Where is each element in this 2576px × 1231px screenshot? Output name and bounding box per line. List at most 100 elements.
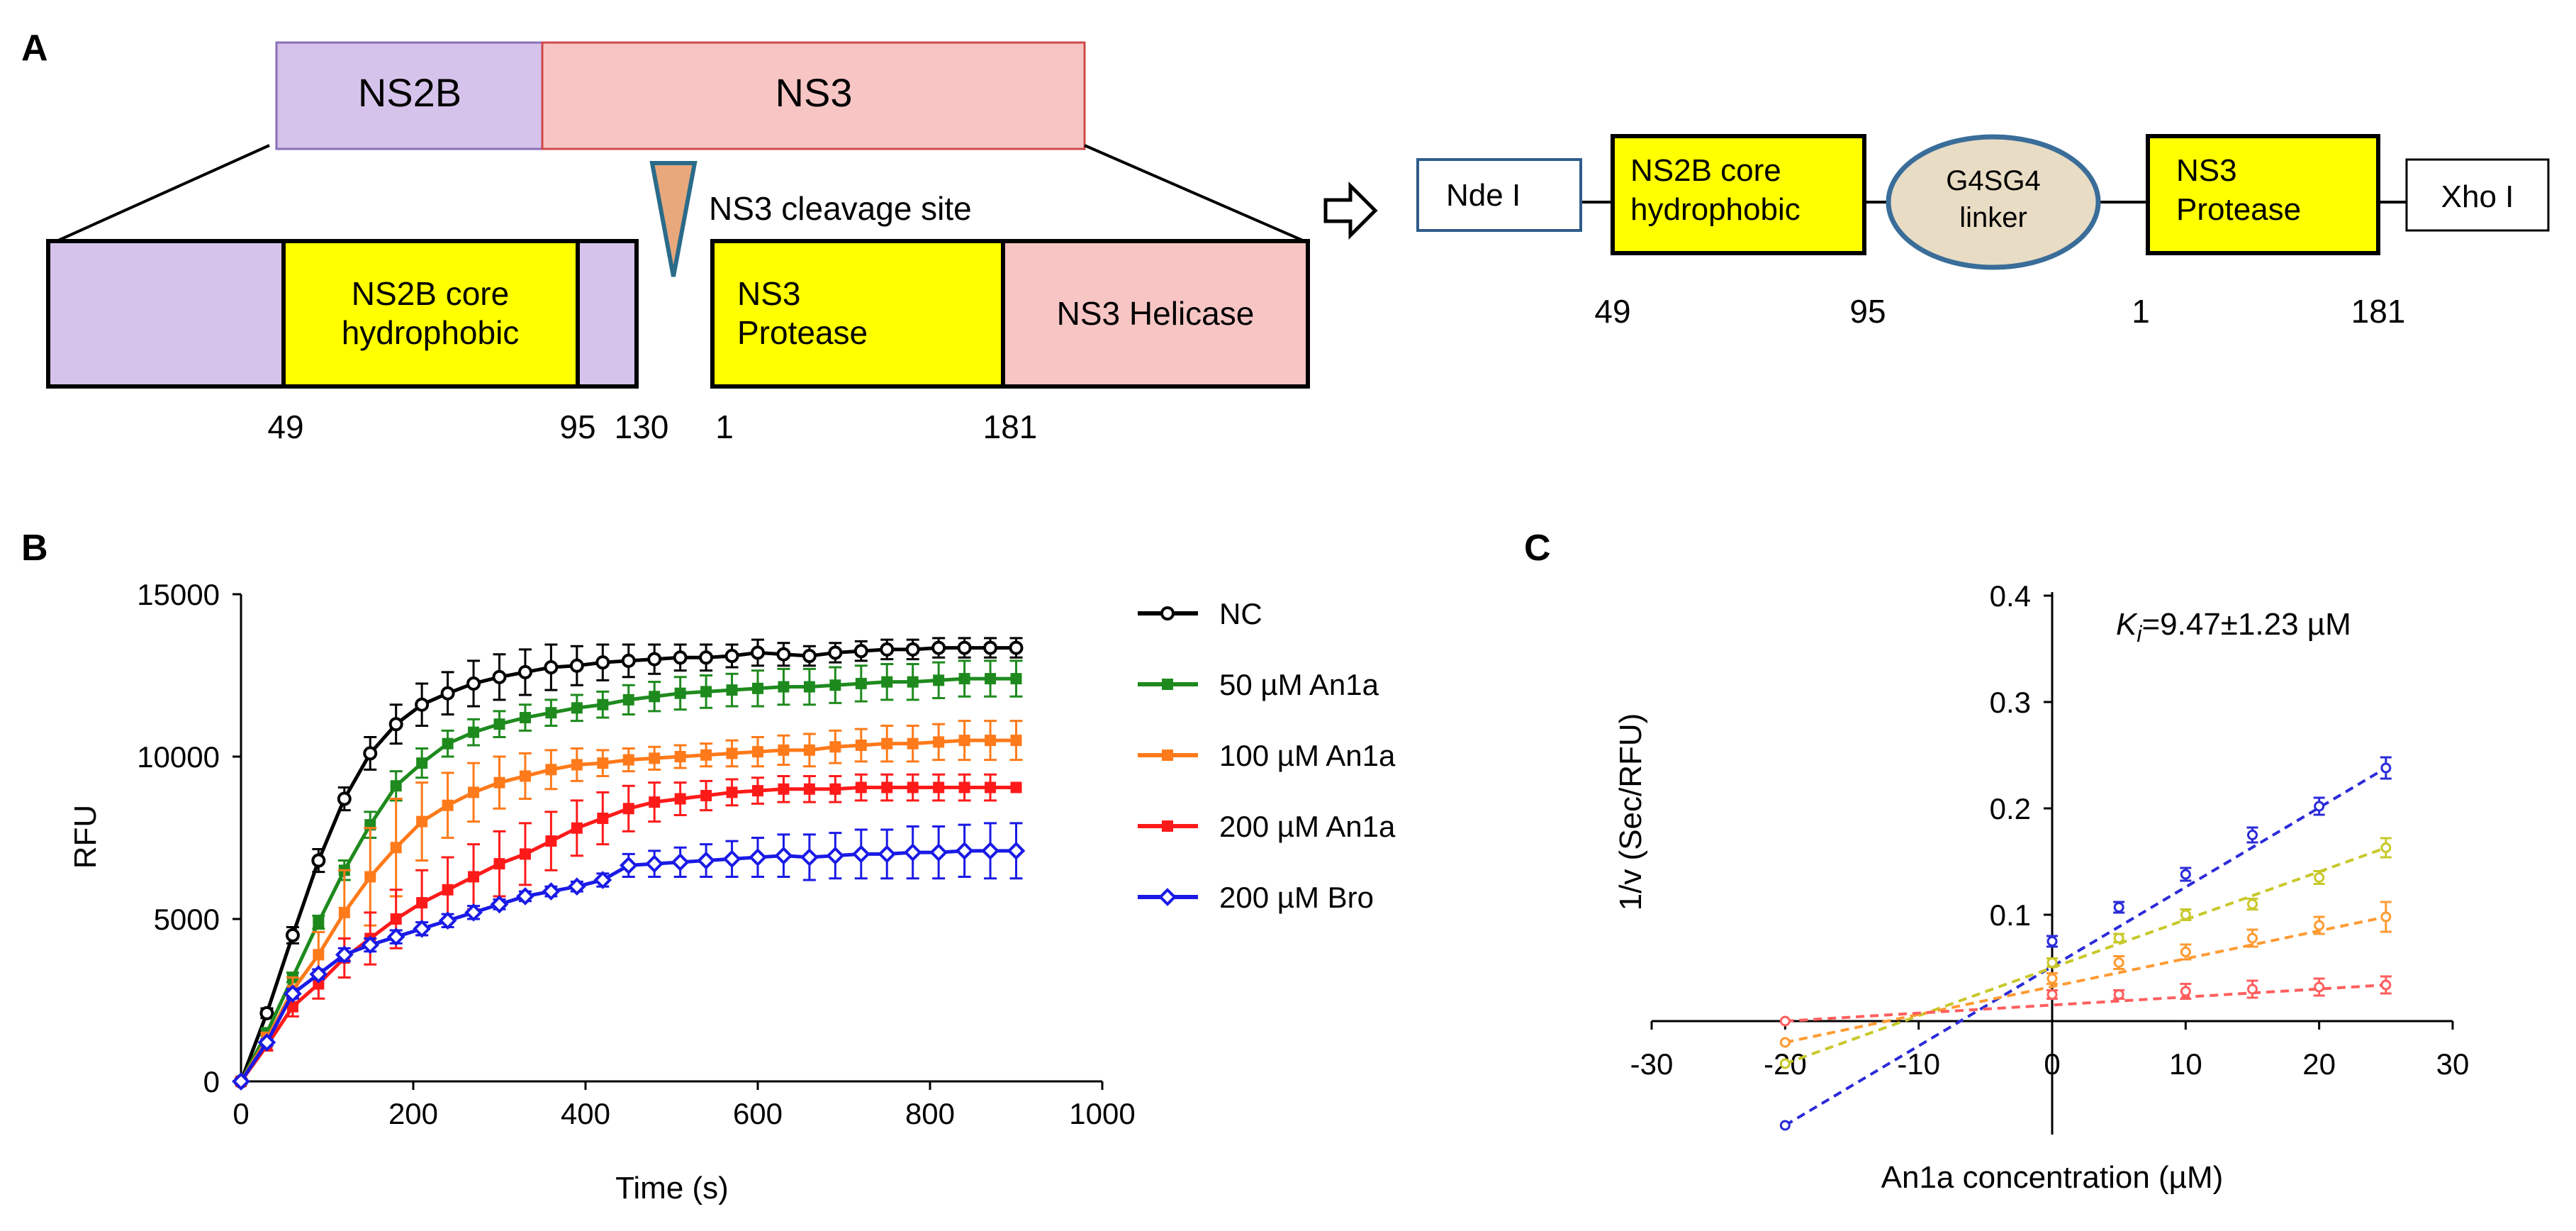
panel-c-label: C [1524, 528, 1551, 569]
b-point [851, 845, 870, 864]
b-point [749, 848, 767, 867]
b-point [468, 726, 480, 738]
b-point [442, 737, 454, 750]
c-point [1779, 1058, 1791, 1069]
c-x-tick-label: 20 [2302, 1047, 2336, 1081]
b-legend-label: 100 µM An1a [1219, 739, 1396, 772]
b-point [464, 903, 483, 922]
b-point [542, 882, 561, 901]
b-point [415, 697, 430, 712]
c-point [1779, 1015, 1791, 1027]
b-point [752, 746, 763, 758]
b-point [803, 783, 815, 795]
b-point [671, 853, 690, 871]
c-y-label: 1/v (Sec/RFU) [1613, 713, 1648, 911]
c-y-tick-label: 0.1 [1990, 898, 2031, 932]
b-point [335, 945, 354, 964]
c-point [2314, 872, 2325, 883]
b-point [364, 871, 376, 883]
b-point [645, 854, 664, 873]
b-point [568, 877, 586, 896]
b-point [1010, 673, 1022, 685]
cleavage-site-icon [649, 161, 698, 277]
b-point [438, 911, 457, 930]
c-y-tick-label: 0.4 [1990, 579, 2031, 613]
b-point [390, 913, 402, 925]
b-x-tick-label: 600 [733, 1097, 783, 1130]
b-point [545, 707, 557, 719]
ns2b-bar [275, 41, 544, 150]
b-point [309, 965, 328, 984]
nde-site-box [1416, 158, 1582, 232]
b-point [569, 658, 584, 673]
b-point [903, 843, 922, 862]
b-point [726, 786, 738, 798]
b-point [699, 650, 714, 665]
b-point [1009, 640, 1024, 655]
c-x-tick-label: -30 [1630, 1047, 1674, 1081]
zoom-line-left [56, 144, 270, 243]
b-y-label: RFU [68, 805, 103, 869]
c-point [2046, 973, 2058, 984]
b-point [880, 642, 895, 657]
b-point [828, 645, 843, 660]
b-point [829, 783, 841, 795]
b-point [363, 746, 378, 761]
b-point [545, 835, 557, 847]
b-point [619, 856, 638, 875]
c-fit-line [1784, 767, 2387, 1127]
b-point [493, 718, 505, 730]
b-point [1010, 781, 1022, 793]
b-point [259, 1006, 274, 1020]
b-legend-marker [1158, 888, 1177, 906]
construct-tick-181: 181 [2351, 293, 2406, 330]
b-legend-label: 200 µM An1a [1219, 810, 1396, 843]
b-point [517, 664, 532, 679]
b-point [649, 752, 661, 764]
b-point [1007, 841, 1026, 860]
b-point [778, 681, 790, 693]
c-x-tick-label: 30 [2436, 1047, 2470, 1081]
c-series-0 [1779, 756, 2392, 1131]
b-point [829, 741, 841, 753]
b-point [778, 783, 790, 795]
panel-b-label: B [21, 528, 48, 569]
c-point [1779, 1120, 1791, 1131]
b-legend-label: 200 µM Bro [1219, 881, 1374, 914]
tick-130: 130 [615, 408, 669, 445]
b-y-tick-label: 10000 [137, 740, 220, 774]
b-legend-label: 50 µM An1a [1219, 668, 1379, 701]
b-y-tick-label: 0 [203, 1065, 220, 1098]
b-point [313, 916, 325, 928]
b-point [390, 842, 402, 854]
b-legend-marker [1162, 820, 1173, 832]
b-point [958, 673, 970, 685]
b-point [519, 770, 531, 782]
b-point [388, 717, 403, 732]
b-point [957, 640, 972, 655]
b-point [726, 684, 738, 696]
b-point [468, 871, 480, 883]
b-series-3 [235, 773, 1022, 1087]
b-point [826, 846, 845, 865]
b-point [361, 935, 380, 954]
b-point [803, 681, 815, 693]
construct-tick-49: 49 [1594, 293, 1630, 330]
b-point [468, 786, 480, 798]
nde-label: Nde I [1446, 178, 1521, 213]
panel-a-label: A [21, 28, 48, 69]
b-point [983, 640, 998, 655]
b-point [284, 984, 302, 1003]
b-point [907, 781, 919, 793]
c-x-tick-label: 0 [2044, 1047, 2060, 1081]
c-fit-line [1785, 984, 2386, 1023]
c-point [2046, 989, 2058, 1000]
b-point [571, 822, 583, 834]
ns3-protease-line2: Protease [737, 314, 868, 351]
b-point [337, 791, 352, 806]
b-point [593, 871, 612, 889]
b-point [853, 644, 868, 659]
b-series-2 [235, 720, 1023, 1087]
